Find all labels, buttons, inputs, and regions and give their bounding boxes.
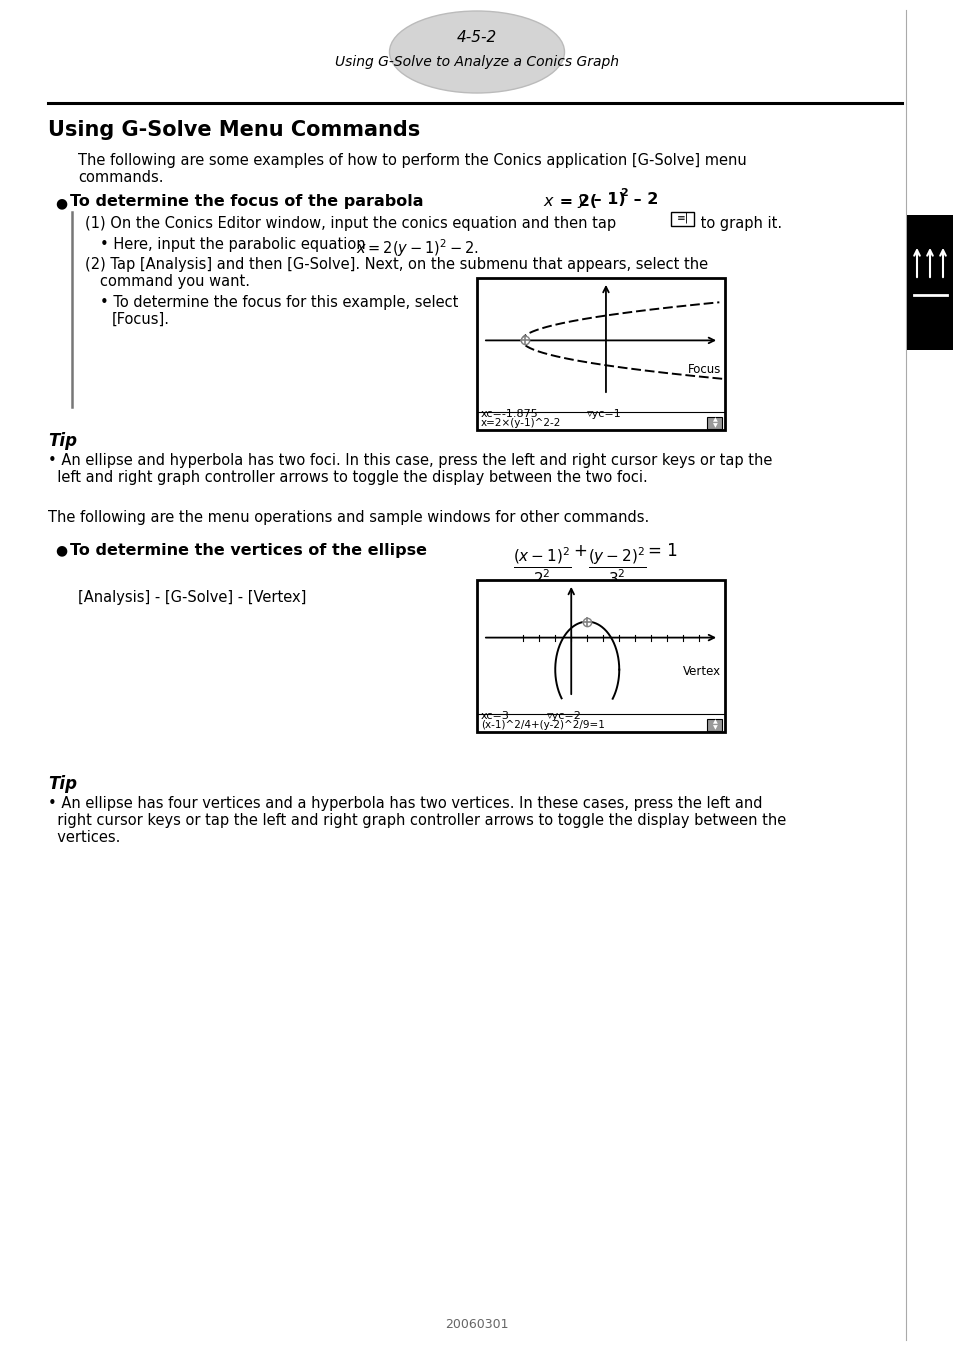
- Text: = 1: = 1: [647, 541, 677, 560]
- Text: xc=3: xc=3: [480, 711, 509, 721]
- Text: $\mathbf{\mathit{x}}$: $\mathbf{\mathit{x}}$: [542, 194, 555, 209]
- Text: (x-1)^2/4+(y-2)^2/9=1: (x-1)^2/4+(y-2)^2/9=1: [480, 720, 604, 730]
- Text: ▲
▼: ▲ ▼: [712, 720, 717, 730]
- Text: 4-5-2: 4-5-2: [456, 31, 497, 46]
- Text: • An ellipse has four vertices and a hyperbola has two vertices. In these cases,: • An ellipse has four vertices and a hyp…: [48, 796, 761, 811]
- FancyBboxPatch shape: [707, 417, 721, 428]
- Text: $\dfrac{(y-2)^{2}}{3^{2}}$: $\dfrac{(y-2)^{2}}{3^{2}}$: [587, 545, 646, 587]
- Text: To determine the vertices of the ellipse: To determine the vertices of the ellipse: [70, 543, 427, 558]
- Text: to graph it.: to graph it.: [696, 216, 781, 231]
- Text: = 2(: = 2(: [554, 194, 597, 209]
- Text: The following are the menu operations and sample windows for other commands.: The following are the menu operations an…: [48, 510, 649, 525]
- Text: ●: ●: [55, 543, 67, 558]
- Text: Using G-Solve Menu Commands: Using G-Solve Menu Commands: [48, 120, 420, 140]
- FancyBboxPatch shape: [671, 212, 694, 225]
- Text: Focus: Focus: [687, 363, 720, 377]
- Text: – 1): – 1): [587, 192, 625, 207]
- Text: ≡|: ≡|: [676, 213, 688, 223]
- Text: [Analysis] - [G-Solve] - [Vertex]: [Analysis] - [G-Solve] - [Vertex]: [78, 590, 306, 605]
- Ellipse shape: [389, 11, 564, 93]
- Text: • To determine the focus for this example, select: • To determine the focus for this exampl…: [100, 296, 457, 310]
- Text: (2) Tap [Analysis] and then [G-Solve]. Next, on the submenu that appears, select: (2) Tap [Analysis] and then [G-Solve]. N…: [85, 256, 707, 271]
- Text: – 2: – 2: [627, 192, 658, 207]
- Text: Tip: Tip: [48, 432, 77, 450]
- Bar: [476, 580, 724, 732]
- FancyBboxPatch shape: [707, 718, 721, 730]
- Text: right cursor keys or tap the left and right graph controller arrows to toggle th: right cursor keys or tap the left and ri…: [48, 813, 785, 828]
- Text: Using G-Solve to Analyze a Conics Graph: Using G-Solve to Analyze a Conics Graph: [335, 55, 618, 69]
- Text: ▿yc=1: ▿yc=1: [586, 409, 621, 418]
- Text: x=2×(y-1)^2-2: x=2×(y-1)^2-2: [480, 418, 560, 428]
- Text: xc=-1.875: xc=-1.875: [480, 409, 538, 418]
- Bar: [476, 278, 724, 431]
- Text: $x = 2(y-1)^2 - 2.$: $x = 2(y-1)^2 - 2.$: [355, 238, 478, 259]
- Text: 20060301: 20060301: [445, 1319, 508, 1331]
- Text: left and right graph controller arrows to toggle the display between the two foc: left and right graph controller arrows t…: [48, 470, 647, 485]
- Text: Tip: Tip: [48, 775, 77, 792]
- Text: 2: 2: [619, 188, 627, 198]
- Bar: [906, 215, 953, 350]
- Text: • Here, input the parabolic equation: • Here, input the parabolic equation: [100, 238, 370, 252]
- Text: vertices.: vertices.: [48, 830, 120, 845]
- Text: command you want.: command you want.: [100, 274, 250, 289]
- Text: The following are some examples of how to perform the Conics application [G-Solv: The following are some examples of how t…: [78, 153, 746, 167]
- Text: $\mathbf{\mathit{y}}$: $\mathbf{\mathit{y}}$: [577, 194, 588, 211]
- Text: [Focus].: [Focus].: [112, 312, 170, 327]
- Text: (1) On the Conics Editor window, input the conics equation and then tap: (1) On the Conics Editor window, input t…: [85, 216, 616, 231]
- Text: Vertex: Vertex: [682, 666, 720, 678]
- Text: • An ellipse and hyperbola has two foci. In this case, press the left and right : • An ellipse and hyperbola has two foci.…: [48, 454, 772, 468]
- Text: +: +: [573, 541, 586, 560]
- Text: ▲
▼: ▲ ▼: [712, 417, 717, 428]
- Text: ●: ●: [55, 196, 67, 211]
- Text: To determine the focus of the parabola: To determine the focus of the parabola: [70, 194, 429, 209]
- Text: ▿yc=2: ▿yc=2: [546, 711, 581, 721]
- Text: commands.: commands.: [78, 170, 163, 185]
- Text: $\dfrac{(x-1)^{2}}{2^{2}}$: $\dfrac{(x-1)^{2}}{2^{2}}$: [513, 545, 571, 587]
